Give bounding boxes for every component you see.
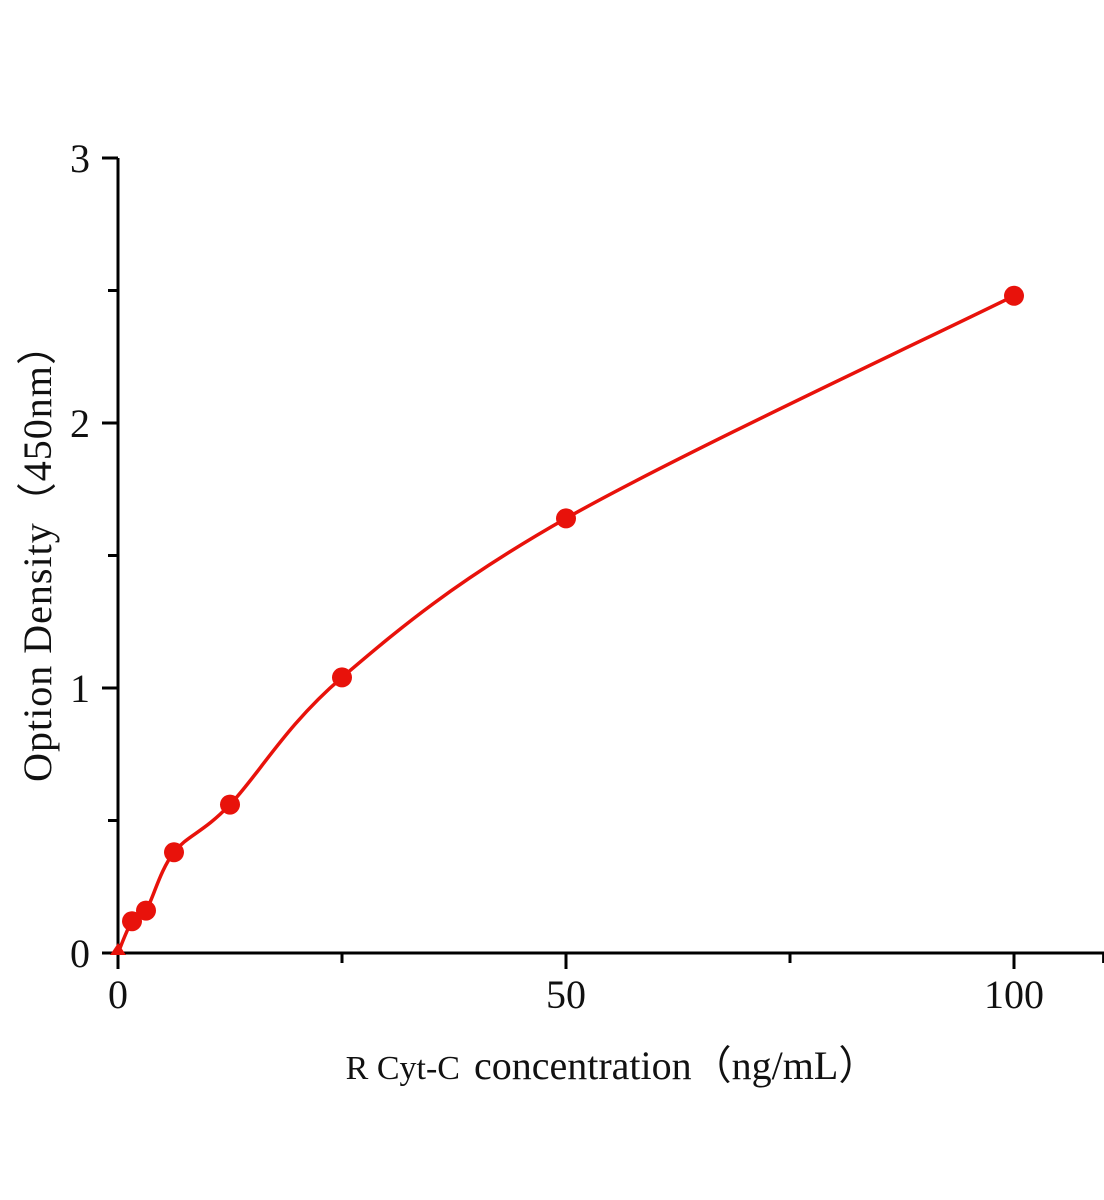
data-point	[332, 667, 352, 688]
x-tick-label: 0	[108, 972, 128, 1017]
x-axis-title-main: concentration（ng/mL）	[473, 1043, 879, 1088]
x-axis-title-prefix: R Cyt-C	[345, 1050, 460, 1087]
x-tick-label: 50	[546, 972, 586, 1017]
y-tick-label: 2	[70, 401, 90, 446]
y-tick-label: 1	[70, 666, 90, 711]
x-axis-title: R Cyt-C concentration（ng/mL）	[346, 1033, 879, 1091]
y-axis-title: Option Density（450nm）	[15, 324, 60, 782]
y-tick-label: 0	[70, 931, 90, 976]
data-point	[1004, 285, 1024, 306]
data-point	[556, 508, 576, 529]
data-point	[164, 842, 184, 863]
y-tick-label: 3	[70, 136, 90, 181]
x-tick-label: 100	[984, 972, 1044, 1017]
data-point	[220, 794, 240, 815]
data-point	[122, 911, 142, 932]
data-point-origin	[110, 943, 126, 955]
data-point	[136, 900, 156, 921]
fit-curve	[116, 294, 1016, 955]
